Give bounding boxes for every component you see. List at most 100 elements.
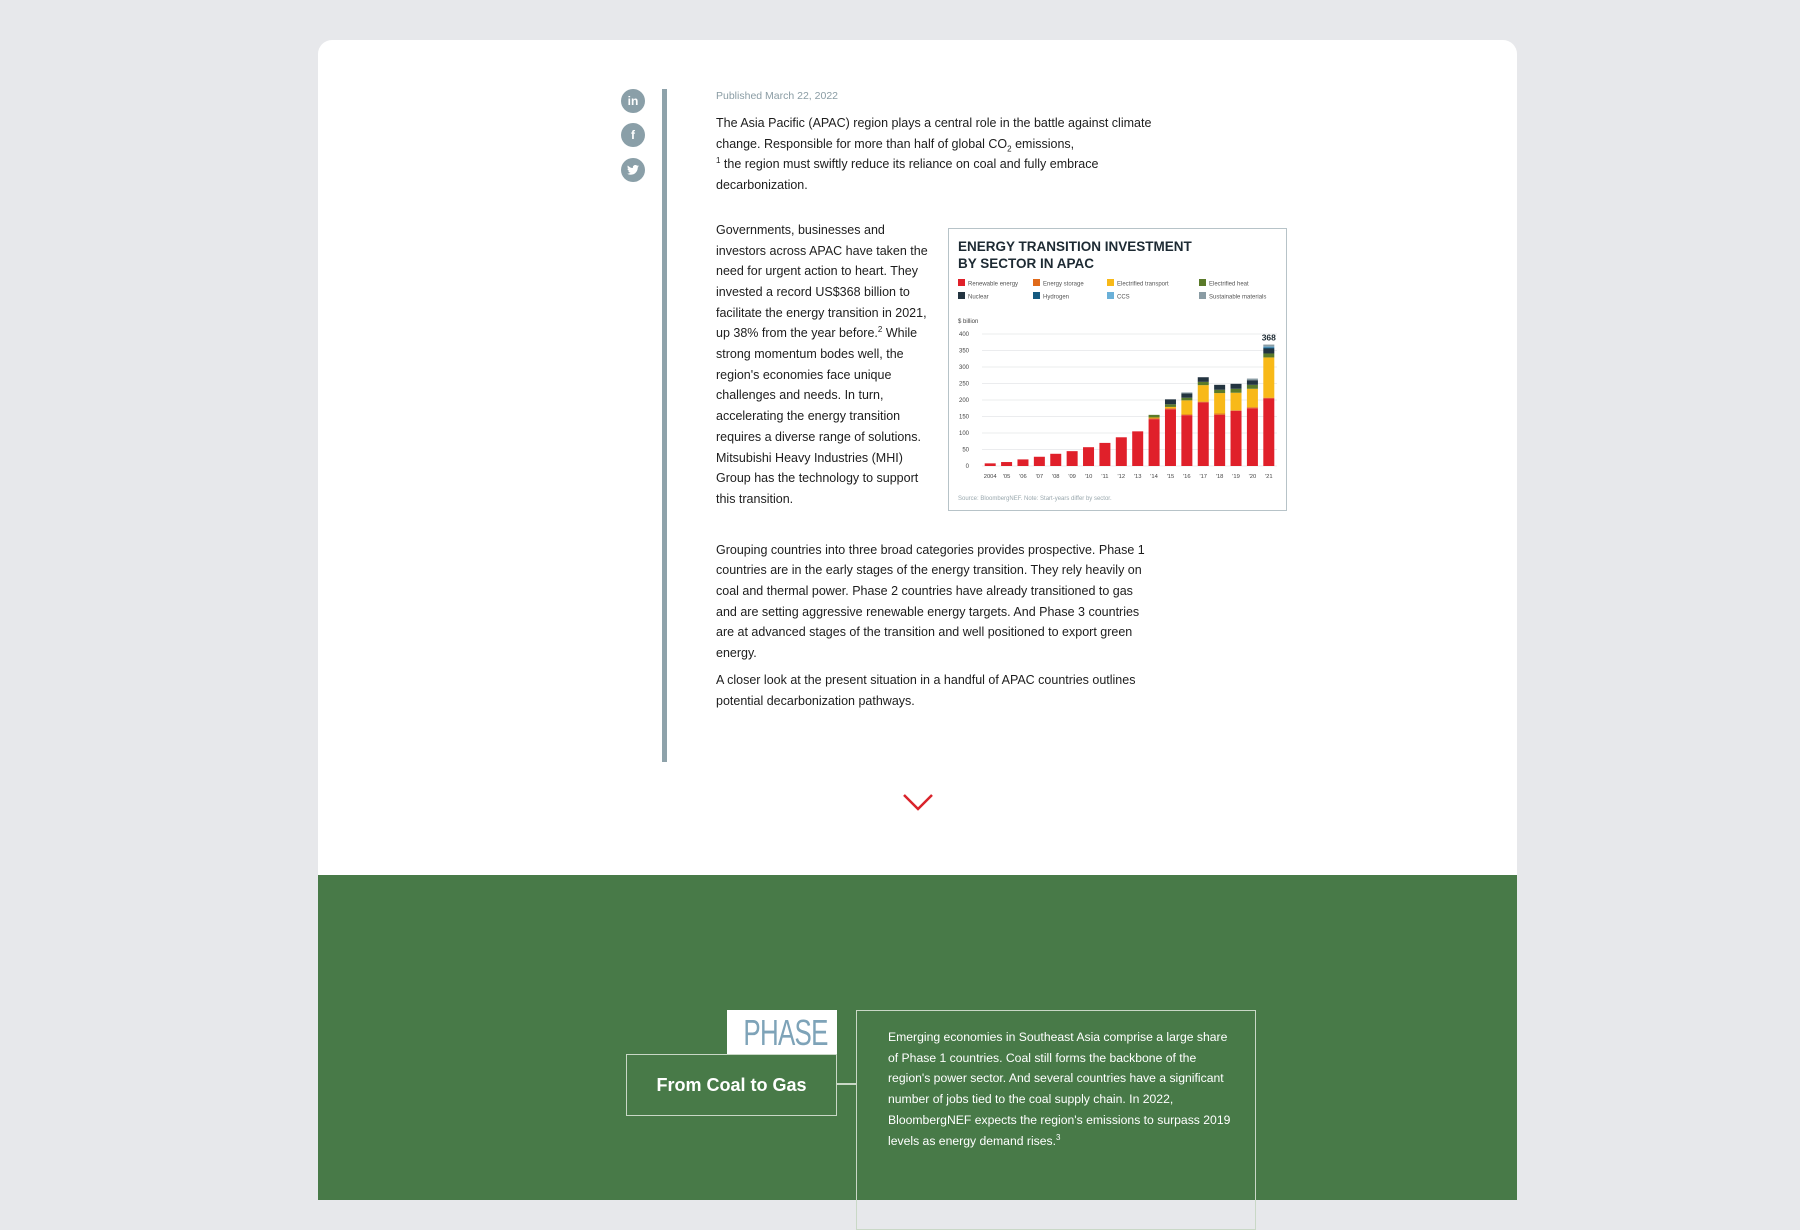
x-tick-label: '07: [1036, 474, 1044, 480]
legend-label: Energy storage: [1043, 282, 1084, 288]
y-tick-label: 250: [959, 382, 970, 388]
bar-segment: [1181, 393, 1193, 398]
bar-segment: [1230, 383, 1242, 389]
x-tick-label: '09: [1068, 474, 1076, 480]
twitter-icon: [627, 165, 639, 175]
connector-line: [837, 1083, 856, 1085]
article-body: Published March 22, 2022 The Asia Pacifi…: [716, 89, 1156, 711]
twitter-share-button[interactable]: [621, 158, 645, 182]
bar-segment: [1033, 456, 1045, 466]
bar-segment: [1148, 414, 1160, 418]
x-tick-label: '13: [1134, 474, 1142, 480]
bar-segment: [1132, 431, 1144, 466]
bar-segment: [1164, 408, 1176, 410]
bar-segment: [1246, 384, 1258, 389]
paragraph-closer-look: A closer look at the present situation i…: [716, 672, 1136, 708]
y-tick-label: 50: [962, 448, 969, 454]
bar-segment: [1230, 410, 1242, 411]
bar-segment: [1263, 397, 1275, 399]
bar-segment: [1214, 393, 1226, 414]
chevron-down-icon[interactable]: [902, 792, 934, 812]
article-rule: [662, 89, 667, 762]
legend-label: Renewable energy: [968, 282, 1018, 288]
x-tick-label: '19: [1232, 474, 1240, 480]
y-axis-label: $ billion: [958, 319, 978, 325]
bar-segment: [1181, 400, 1193, 415]
bar-segment: [1197, 381, 1209, 386]
bar-segment: [1148, 419, 1160, 466]
bar-segment: [1246, 407, 1258, 409]
bar-segment: [1214, 413, 1226, 415]
legend-swatch: [1033, 279, 1040, 286]
bar-segment: [1246, 408, 1258, 466]
bar-segment: [1083, 447, 1095, 466]
article-card: [318, 40, 1517, 1200]
linkedin-icon: in: [627, 94, 639, 108]
y-tick-label: 400: [959, 332, 970, 338]
x-tick-label: '17: [1199, 474, 1207, 480]
bar-segment: [1246, 380, 1258, 385]
phase-description: Emerging economies in Southeast Asia com…: [888, 1030, 1231, 1148]
legend-swatch: [1107, 292, 1114, 299]
linkedin-share-button[interactable]: in: [621, 89, 645, 113]
investment-chart: ENERGY TRANSITION INVESTMENT BY SECTOR IN…: [948, 228, 1287, 511]
chart-source: Source: BloombergNEF. Note: Start-years …: [958, 496, 1112, 502]
legend-swatch: [1199, 279, 1206, 286]
bar-segment: [1148, 418, 1160, 420]
bar-segment: [1263, 346, 1275, 348]
legend-swatch: [1199, 292, 1206, 299]
bar-segment: [1214, 414, 1226, 466]
x-tick-label: 2004: [984, 474, 998, 480]
bar-segment: [1230, 410, 1242, 466]
bar-segment: [1115, 437, 1127, 466]
x-tick-label: '10: [1085, 474, 1093, 480]
legend-label: Electrified heat: [1209, 282, 1249, 288]
bar-segment: [1214, 384, 1226, 390]
bar-segment: [1164, 406, 1176, 409]
bar-segment: [1164, 409, 1176, 466]
bar-segment: [1263, 353, 1275, 358]
published-date: Published March 22, 2022: [716, 90, 838, 102]
bar-segment: [1263, 344, 1275, 347]
phase-title: From Coal to Gas: [626, 1054, 837, 1116]
bar-segment: [1181, 414, 1193, 416]
y-tick-label: 0: [966, 464, 970, 470]
x-tick-label: '06: [1019, 474, 1027, 480]
bar-segment: [1263, 348, 1275, 354]
bar-segment: [1148, 417, 1160, 419]
facebook-icon: f: [631, 128, 635, 142]
bar-segment: [1181, 415, 1193, 466]
phase-section: [318, 875, 1517, 1200]
legend-label: Hydrogen: [1043, 295, 1069, 301]
bar-segment: [1197, 385, 1209, 402]
x-tick-label: '21: [1265, 474, 1273, 480]
facebook-share-button[interactable]: f: [621, 123, 645, 147]
bar-segment: [1164, 399, 1176, 405]
bar-segment: [984, 463, 996, 466]
bar-segment: [1197, 401, 1209, 403]
x-tick-label: '11: [1101, 474, 1108, 480]
legend-swatch: [1107, 279, 1114, 286]
bar-segment: [1099, 442, 1111, 466]
bar-segment: [1230, 392, 1242, 411]
bar-segment: [1214, 389, 1226, 394]
chart-title: ENERGY TRANSITION INVESTMENT: [958, 239, 1193, 254]
bar-segment: [1230, 388, 1242, 393]
y-tick-label: 200: [959, 398, 970, 404]
paragraph-intro: The Asia Pacific (APAC) region plays a c…: [716, 116, 1152, 193]
x-tick-label: '12: [1118, 474, 1126, 480]
x-tick-label: '08: [1052, 474, 1060, 480]
legend-swatch: [958, 292, 965, 299]
x-tick-label: '20: [1249, 474, 1257, 480]
data-label: 368: [1262, 333, 1276, 343]
x-tick-label: '05: [1003, 474, 1011, 480]
x-tick-label: '14: [1150, 474, 1158, 480]
bar-segment: [1050, 453, 1062, 466]
y-tick-label: 100: [959, 431, 970, 437]
x-tick-label: '16: [1183, 474, 1191, 480]
bar-segment: [1164, 404, 1176, 407]
bar-segment: [1197, 377, 1209, 382]
x-tick-label: '18: [1216, 474, 1224, 480]
legend-swatch: [1033, 292, 1040, 299]
legend-swatch: [958, 279, 965, 286]
